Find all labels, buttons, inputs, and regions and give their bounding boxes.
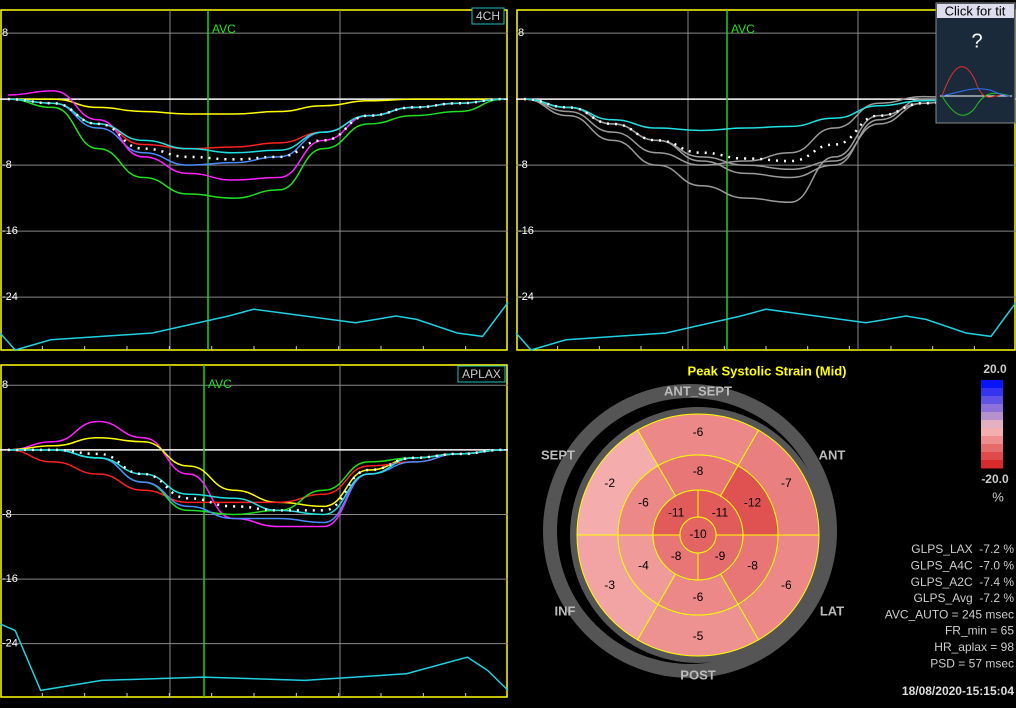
metric: GLPS_LAX -7.2 % <box>911 542 1014 556</box>
y-tick-label: 8 <box>518 27 524 39</box>
metric: GLPS_A4C -7.0 % <box>911 558 1015 572</box>
segment-value: -8 <box>671 549 682 563</box>
y-tick-label: -8 <box>2 159 12 171</box>
avc-label: AVC <box>731 22 755 36</box>
avc-label: AVC <box>212 22 236 36</box>
scale-label: -20.0 <box>981 472 1009 486</box>
thumbnail[interactable]: Click for tit ? <box>935 2 1016 124</box>
strain-curve <box>8 98 504 115</box>
y-tick-label: -8 <box>518 159 528 171</box>
scale-swatch <box>981 436 1003 445</box>
segment-value: -5 <box>693 629 704 643</box>
metric: PSD = 57 msec <box>930 656 1014 670</box>
segment-value: -6 <box>693 425 704 439</box>
wall-label: ANT_SEPT <box>664 383 732 398</box>
strain-curve <box>7 98 505 199</box>
segment-value: -3 <box>604 578 615 592</box>
strain-curve <box>8 448 505 512</box>
segment-value: -2 <box>604 476 615 490</box>
panel-label-box <box>457 365 506 383</box>
y-tick-label: 8 <box>2 379 8 391</box>
segment-value: -6 <box>781 578 792 592</box>
scale-unit: % <box>992 489 1004 504</box>
scale-swatch <box>981 444 1003 453</box>
scale-swatch <box>981 396 1003 405</box>
wall-label: ANT <box>819 447 846 462</box>
scale-swatch <box>981 428 1003 437</box>
strain-curve <box>523 98 1012 179</box>
ecg-trace <box>0 623 509 692</box>
thumbnail-caption-bg <box>937 4 1014 18</box>
segment-value: -8 <box>747 559 758 573</box>
strain-curve <box>523 98 1012 132</box>
strain-curve <box>8 449 505 516</box>
ecg-trace <box>0 301 509 351</box>
thumbnail-caption: Click for tit <box>945 3 1006 18</box>
scale-swatch <box>981 420 1003 429</box>
panel-label: APLAX <box>462 367 501 381</box>
wall-label: LAT <box>820 603 844 618</box>
segment-value: -6 <box>638 496 649 510</box>
scale-swatch <box>981 412 1003 421</box>
scale-swatch <box>981 452 1003 461</box>
outer-ring <box>543 384 837 678</box>
segment-value: -11 <box>668 505 685 519</box>
metric: AVC_AUTO = 245 msec <box>885 607 1014 621</box>
strain-curve <box>523 95 1012 166</box>
segment-value: -6 <box>693 590 704 604</box>
thumb-curve <box>941 66 1011 98</box>
strain-curve <box>7 97 505 161</box>
segment-value: -8 <box>693 464 704 478</box>
segment-value: -7 <box>781 476 792 490</box>
bullseye-title: Peak Systolic Strain (Mid) <box>688 363 847 378</box>
wall-label: POST <box>680 667 715 682</box>
scale-swatch <box>981 380 1003 389</box>
thumbnail-symbol: ? <box>971 30 982 52</box>
metric: HR_aplax = 98 <box>934 640 1014 654</box>
segment-value: -10 <box>689 527 707 541</box>
panel-label-box <box>471 7 505 25</box>
y-tick-label: -16 <box>2 225 18 237</box>
y-tick-label: -16 <box>2 573 18 585</box>
timestamp: 18/08/2020-15:15:04 <box>902 684 1014 698</box>
avc-label: AVC <box>208 377 232 391</box>
panel-label: 4CH <box>476 9 500 23</box>
strain-curve <box>523 98 1012 204</box>
metric: GLPS_A2C -7.4 % <box>911 575 1015 589</box>
scale-swatch <box>981 388 1003 397</box>
wall-label: INF <box>555 603 576 618</box>
segment-value: -11 <box>712 505 729 519</box>
y-tick-label: -8 <box>2 508 12 520</box>
y-tick-label: 8 <box>2 27 8 39</box>
thumb-curve <box>941 88 1011 97</box>
y-tick-label: -24 <box>2 638 18 650</box>
scale-swatch <box>981 460 1003 469</box>
scale-label: 20.0 <box>983 362 1007 376</box>
y-tick-label: -24 <box>2 291 18 303</box>
y-tick-label: -24 <box>518 291 534 303</box>
segment-value: -9 <box>715 549 726 563</box>
thumbnail-box[interactable] <box>935 2 1016 124</box>
segment-value: -4 <box>638 559 649 573</box>
metric: FR_min = 65 <box>945 624 1014 638</box>
apex-segment <box>679 516 717 554</box>
segment-value: -12 <box>744 496 762 510</box>
strain-curve <box>7 98 505 154</box>
ecg-trace <box>515 301 1016 351</box>
scale-swatch <box>981 404 1003 413</box>
y-tick-label: -16 <box>518 225 534 237</box>
wall-label: SEPT <box>541 447 575 462</box>
metric: GLPS_Avg -7.2 % <box>914 591 1015 605</box>
